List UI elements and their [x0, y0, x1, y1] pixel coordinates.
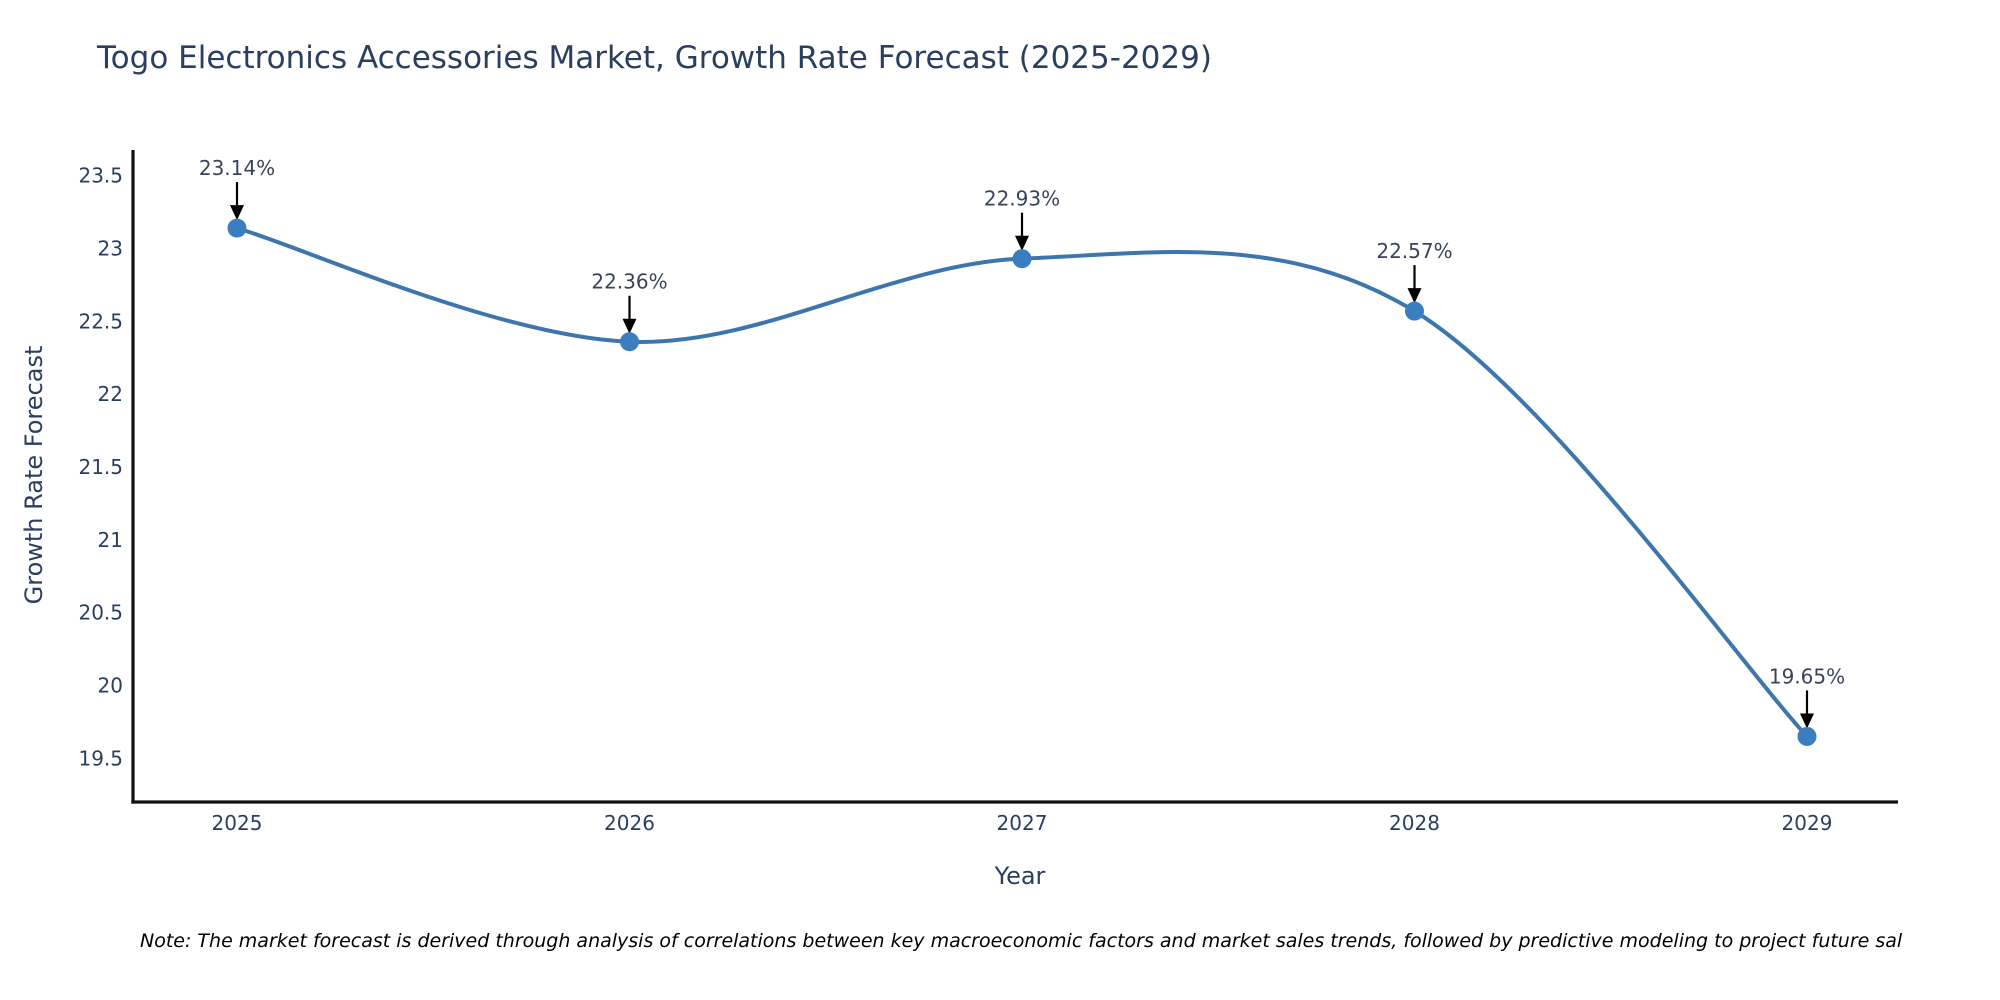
chart-title: Togo Electronics Accessories Market, Gro…: [96, 40, 1212, 76]
annotation-arrowhead: [1800, 713, 1814, 729]
annotation-arrowhead: [1015, 235, 1029, 251]
data-point-marker[interactable]: [1012, 249, 1032, 269]
y-tick-label: 23.5: [78, 164, 123, 188]
annotation-arrowhead: [622, 318, 637, 334]
y-tick-label: 20.5: [78, 601, 123, 625]
series-line: [236, 226, 1809, 738]
y-tick-label: 19.5: [78, 746, 123, 770]
annotation-label: 22.57%: [1376, 239, 1452, 263]
y-tick-label: 20: [98, 673, 123, 697]
y-tick-label: 21: [98, 528, 123, 552]
plot-area[interactable]: [133, 148, 1898, 802]
annotation-arrowhead: [1407, 288, 1422, 304]
x-axis-title: Year: [994, 862, 1046, 890]
x-tick-label: 2028: [1389, 811, 1440, 835]
x-tick-label: 2025: [212, 811, 263, 835]
y-tick-label: 22: [98, 382, 123, 406]
data-point-marker[interactable]: [620, 332, 639, 352]
y-tick-label: 22.5: [78, 309, 123, 333]
annotation-arrowhead: [230, 205, 244, 221]
x-tick-label: 2027: [997, 811, 1048, 835]
annotation-label: 22.36%: [591, 270, 667, 294]
data-point-marker[interactable]: [1405, 301, 1424, 321]
x-tick-label: 2029: [1782, 811, 1833, 835]
annotation-label: 19.65%: [1769, 664, 1845, 688]
y-axis-title: Growth Rate Forecast: [20, 346, 48, 605]
annotation-label: 23.14%: [199, 156, 275, 180]
x-tick-label: 2026: [604, 811, 655, 835]
data-point-marker[interactable]: [1797, 726, 1817, 746]
y-tick-label: 21.5: [78, 455, 123, 479]
footnote: Note: The market forecast is derived thr…: [140, 930, 1903, 952]
data-point-marker[interactable]: [227, 218, 247, 238]
y-tick-label: 23: [98, 237, 123, 261]
annotation-label: 22.93%: [984, 187, 1060, 211]
